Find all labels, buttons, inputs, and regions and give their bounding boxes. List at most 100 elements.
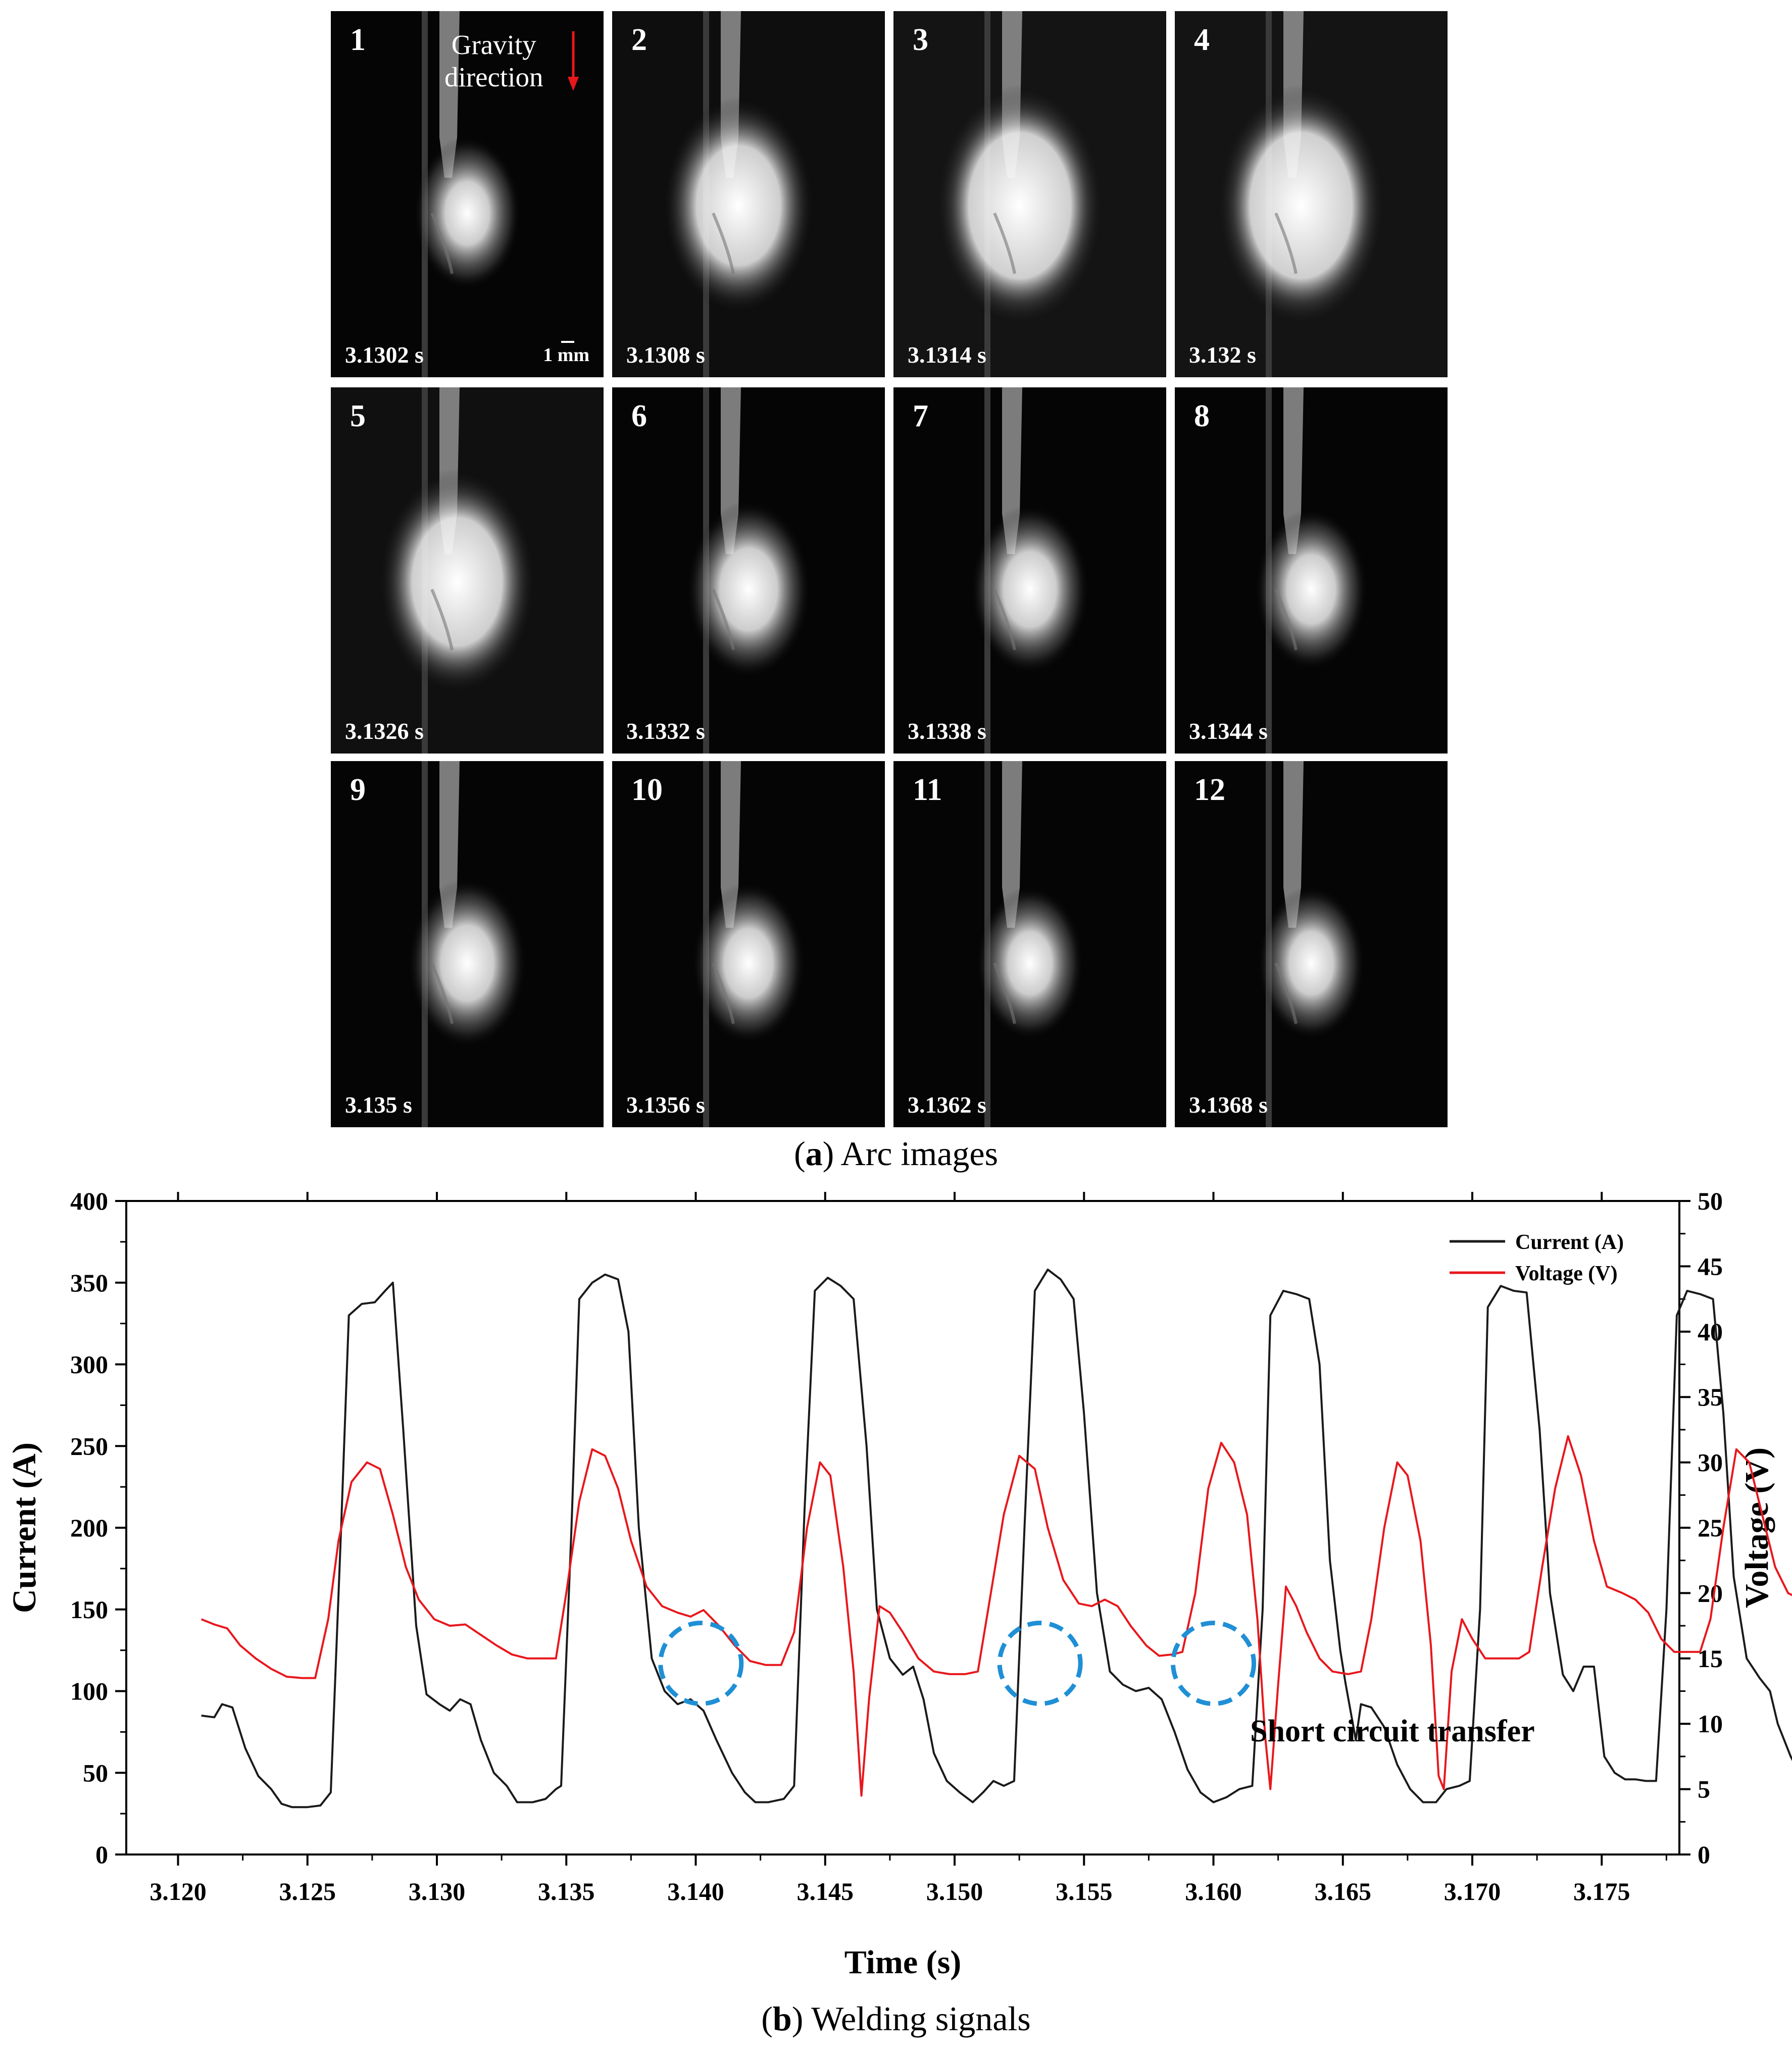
- frame-number: 4: [1194, 23, 1210, 57]
- arc-scene: [612, 11, 885, 377]
- y2-axis-title: Voltage (V): [1738, 1447, 1775, 1608]
- legend-label: Current (A): [1515, 1231, 1624, 1254]
- arc-scene: [970, 387, 1089, 754]
- frame-timestamp: 3.1362 s: [908, 1092, 986, 1118]
- x-tick-label: 3.130: [409, 1877, 466, 1905]
- x-tick-label: 3.145: [797, 1877, 854, 1905]
- arc-frame: 10 3.1356 s: [612, 761, 885, 1127]
- caption-a-letter: a: [805, 1134, 823, 1173]
- frame-timestamp: 3.1338 s: [908, 718, 986, 744]
- frame-number: 9: [350, 773, 366, 807]
- frame-timestamp: 3.1314 s: [908, 342, 986, 368]
- x-tick-label: 3.155: [1056, 1877, 1113, 1905]
- frame-number: 5: [350, 399, 366, 433]
- y-tick-label: 100: [70, 1677, 108, 1706]
- x-tick-label: 3.175: [1573, 1877, 1630, 1905]
- arc-frame: 8 3.1344 s: [1175, 387, 1448, 754]
- y2-tick-label: 25: [1698, 1514, 1723, 1542]
- frame-timestamp: 3.132 s: [1189, 342, 1256, 368]
- y-tick-label: 250: [70, 1432, 108, 1460]
- y-tick-label: 300: [70, 1350, 108, 1379]
- frame-timestamp: 3.1368 s: [1189, 1092, 1268, 1118]
- y-tick-label: 200: [70, 1514, 108, 1542]
- y-tick-label: 400: [70, 1187, 108, 1215]
- legend-label: Voltage (V): [1515, 1262, 1618, 1285]
- caption-a-text: ) Arc images: [822, 1134, 999, 1173]
- x-tick-label: 3.160: [1185, 1877, 1242, 1905]
- y2-tick-label: 30: [1698, 1448, 1723, 1477]
- short-circuit-circle: [1171, 1621, 1256, 1707]
- y-tick-label: 50: [83, 1759, 108, 1787]
- frame-number: 1: [350, 23, 366, 57]
- x-tick-label: 3.120: [150, 1877, 207, 1905]
- frame-number: 2: [631, 23, 647, 57]
- y2-tick-label: 50: [1698, 1187, 1723, 1215]
- x-tick-label: 3.125: [279, 1877, 336, 1905]
- arc-scene: [893, 11, 1166, 377]
- gravity-label-line1: Gravity: [451, 29, 536, 60]
- x-tick-label: 3.140: [667, 1877, 724, 1905]
- y-tick-label: 150: [70, 1595, 108, 1624]
- y-tick-label: 0: [95, 1840, 108, 1869]
- arc-frame: 11 3.1362 s: [893, 761, 1166, 1127]
- x-tick-label: 3.165: [1315, 1877, 1372, 1905]
- frame-number: 11: [913, 773, 942, 807]
- gravity-arrow-icon: [568, 31, 579, 91]
- scale-label: 1 mm: [543, 344, 589, 366]
- y-tick-label: 350: [70, 1269, 108, 1297]
- frame-number: 10: [631, 773, 663, 807]
- arc-frame: 3 3.1314 s: [893, 11, 1166, 377]
- arc-scene: [1175, 11, 1448, 377]
- arc-frame: 5 3.1326 s: [331, 387, 604, 754]
- arc-scene: [976, 761, 1084, 1127]
- caption-b-letter: b: [772, 1999, 792, 2038]
- frame-number: 8: [1194, 399, 1210, 433]
- scale-bar: [561, 341, 574, 343]
- y2-tick-label: 40: [1698, 1318, 1723, 1346]
- arc-scene: [692, 761, 805, 1127]
- y-axis-title: Current (A): [6, 1442, 43, 1613]
- arc-scene: [413, 11, 521, 377]
- frame-timestamp: 3.135 s: [345, 1092, 412, 1118]
- arc-frame: 12 3.1368 s: [1175, 761, 1448, 1127]
- caption-arc-images: (a) Arc images: [793, 1134, 999, 1173]
- gravity-direction-label: Gravity direction: [444, 29, 543, 93]
- short-circuit-circle: [658, 1621, 744, 1707]
- caption-b-text: ) Welding signals: [791, 1999, 1031, 2038]
- frame-number: 7: [913, 399, 928, 433]
- frame-number: 12: [1194, 773, 1225, 807]
- arc-scene: [1257, 761, 1365, 1127]
- x-tick-label: 3.170: [1444, 1877, 1501, 1905]
- arc-frame: 2 3.1308 s: [612, 11, 885, 377]
- frame-number: 3: [913, 23, 928, 57]
- caption-welding-signals: (b) Welding signals: [761, 1999, 1031, 2038]
- y2-tick-label: 0: [1698, 1840, 1710, 1869]
- frame-timestamp: 3.1302 s: [345, 342, 424, 368]
- y2-tick-label: 20: [1698, 1579, 1723, 1607]
- arc-scene: [331, 387, 604, 754]
- x-tick-label: 3.135: [538, 1877, 595, 1905]
- x-axis-title: Time (s): [844, 1944, 962, 1981]
- short-circuit-annotation: Short circuit transfer: [1250, 1714, 1535, 1748]
- frame-timestamp: 3.1326 s: [345, 718, 424, 744]
- welding-signals-chart: 3.120 3.125 3.130 3.135 3.140 3.145 3.150 3.155…: [6, 1187, 1792, 1981]
- current-series-line: [201, 1268, 1792, 1809]
- arc-frame: 4 3.132 s: [1175, 11, 1448, 377]
- gravity-label-line2: direction: [444, 62, 543, 92]
- arc-scene: [686, 387, 811, 754]
- arc-frame: 7 3.1338 s: [893, 387, 1166, 754]
- voltage-series-line: [201, 1435, 1792, 1797]
- arc-frame: 1 3.1302 s Gravity direction 1 mm: [331, 11, 604, 377]
- arc-scene: [408, 761, 527, 1127]
- frame-number: 6: [631, 399, 647, 433]
- x-tick-label: 3.150: [926, 1877, 983, 1905]
- y2-tick-label: 10: [1698, 1710, 1723, 1738]
- arc-frame: 6 3.1332 s: [612, 387, 885, 754]
- frame-timestamp: 3.1332 s: [626, 718, 705, 744]
- arc-frame: 9 3.135 s: [331, 761, 604, 1127]
- y2-tick-label: 35: [1698, 1383, 1723, 1411]
- y2-tick-label: 5: [1698, 1775, 1710, 1803]
- short-circuit-circle: [997, 1621, 1083, 1707]
